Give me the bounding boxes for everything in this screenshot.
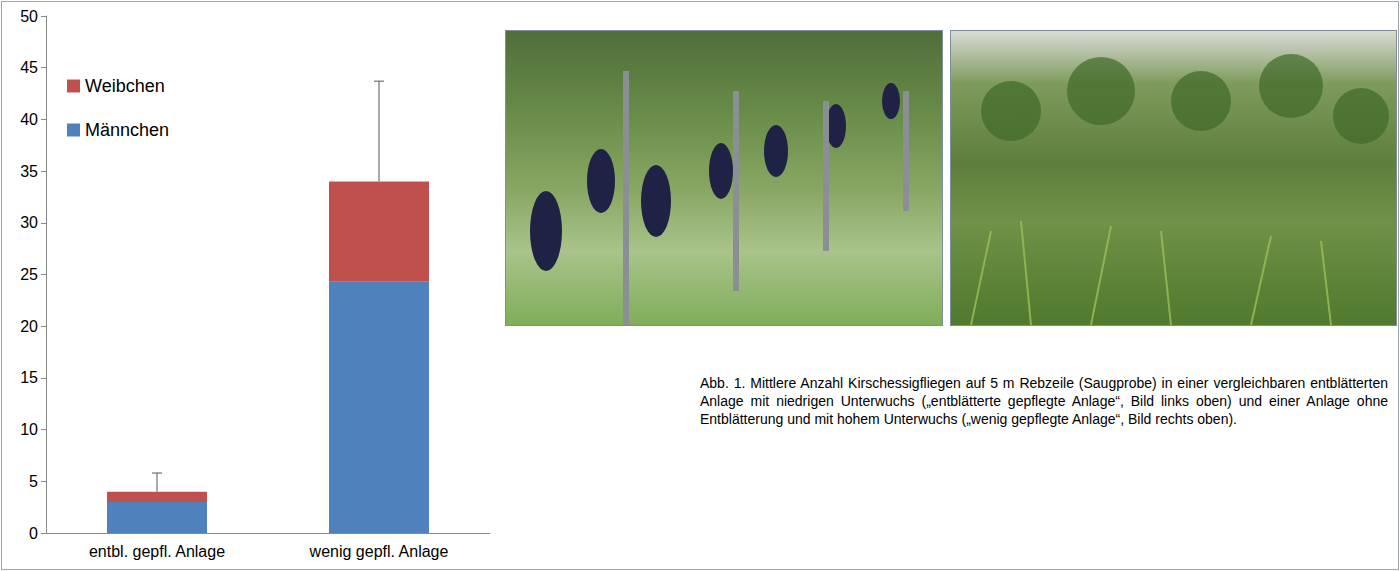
svg-text:entbl. gepfl. Anlage: entbl. gepfl. Anlage (89, 543, 225, 560)
html-text:Abb. 1. Mittlere Anzahl Kirsch: Abb. 1. Mittlere Anzahl Kirschessigflieg… (700, 375, 1388, 427)
svg-text:20: 20 (20, 318, 38, 335)
svg-text:30: 30 (20, 214, 38, 231)
svg-text:50: 50 (20, 8, 38, 25)
svg-text:25: 25 (20, 266, 38, 283)
svg-text:Männchen: Männchen (85, 120, 169, 140)
svg-text:0: 0 (29, 525, 38, 542)
svg-text:wenig gepfl. Anlage: wenig gepfl. Anlage (309, 543, 449, 560)
svg-text:5: 5 (29, 473, 38, 490)
svg-text:40: 40 (20, 111, 38, 128)
svg-text:35: 35 (20, 163, 38, 180)
svg-text:Weibchen: Weibchen (85, 76, 165, 96)
svg-text:10: 10 (20, 421, 38, 438)
svg-text:15: 15 (20, 369, 38, 386)
svg-text:45: 45 (20, 59, 38, 76)
